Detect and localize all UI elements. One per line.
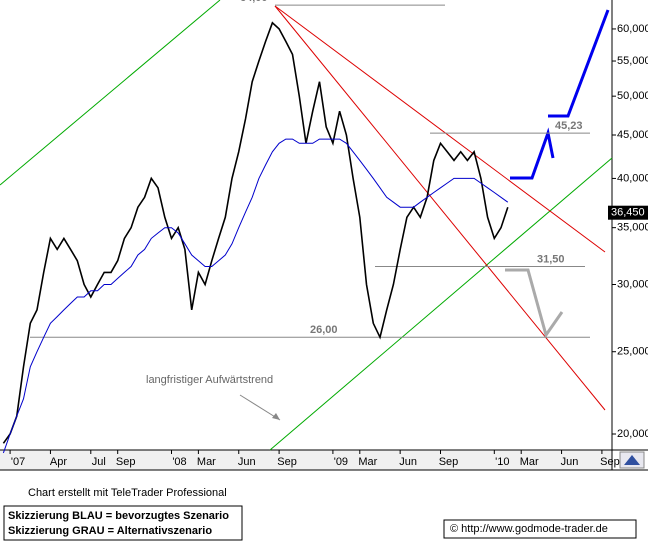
trend-line-green — [0, 0, 221, 186]
y-tick-label: 45,000 — [617, 129, 648, 141]
y-tick-label: 35,000 — [617, 222, 648, 234]
trend-line-red — [274, 5, 606, 253]
x-tick-label: Sep — [439, 456, 459, 468]
source: © http://www.godmode-trader.de — [450, 523, 608, 535]
annotation: langfristiger Aufwärtstrend — [146, 374, 273, 386]
trend-line-green — [269, 157, 613, 451]
nav-icon — [624, 455, 640, 465]
level-label: 45,23 — [555, 120, 583, 132]
scenario-gray — [505, 268, 564, 339]
x-tick-label: Apr — [50, 456, 67, 468]
x-tick-label: Sep — [116, 456, 136, 468]
source-box — [443, 519, 637, 539]
legend-note: Skizzierung BLAU = bevorzugtes Szenario — [8, 510, 229, 522]
trend-line-red — [274, 5, 606, 411]
x-tick-label: Mar — [197, 456, 216, 468]
legend-box — [3, 505, 243, 541]
y-tick-label: 30,000 — [617, 278, 648, 290]
credit: Chart erstellt mit TeleTrader Profession… — [28, 487, 227, 499]
x-tick-label: Mar — [358, 456, 377, 468]
x-tick-label: Jun — [399, 456, 417, 468]
y-tick-label: 40,000 — [617, 172, 648, 184]
x-tick-label: Jun — [561, 456, 579, 468]
last-price-label: 36,450 — [611, 207, 645, 219]
scenario-blue — [510, 127, 555, 180]
y-tick-label: 25,000 — [617, 346, 648, 358]
price-line — [2, 21, 509, 444]
y-tick-label: 55,000 — [617, 55, 648, 67]
x-tick-label: Sep — [600, 456, 620, 468]
x-tick-label: Jul — [92, 456, 106, 468]
legend-note: Skizzierung GRAU = Alternativszenario — [8, 525, 212, 537]
last-price-box — [608, 205, 648, 220]
level-label: 64,00 — [240, 0, 268, 4]
y-tick-label: 20,000 — [617, 428, 648, 440]
annotation-arrow — [239, 394, 281, 421]
scenario-blue — [548, 9, 610, 118]
x-tick-label: Sep — [277, 456, 297, 468]
x-tick-label: Jun — [238, 456, 256, 468]
x-tick-label: '08 — [172, 456, 186, 468]
x-tick-label: '09 — [334, 456, 348, 468]
level-label: 31,50 — [537, 253, 565, 265]
x-tick-label: '10 — [495, 456, 509, 468]
x-axis-band — [0, 450, 612, 470]
x-tick-label: Mar — [520, 456, 539, 468]
y-tick-label: 60,000 — [617, 23, 648, 35]
x-tick-label: '07 — [11, 456, 25, 468]
level-label: 26,00 — [310, 324, 338, 336]
y-tick-label: 50,000 — [617, 90, 648, 102]
price-line — [2, 138, 509, 454]
annotation-arrowhead — [272, 413, 280, 420]
